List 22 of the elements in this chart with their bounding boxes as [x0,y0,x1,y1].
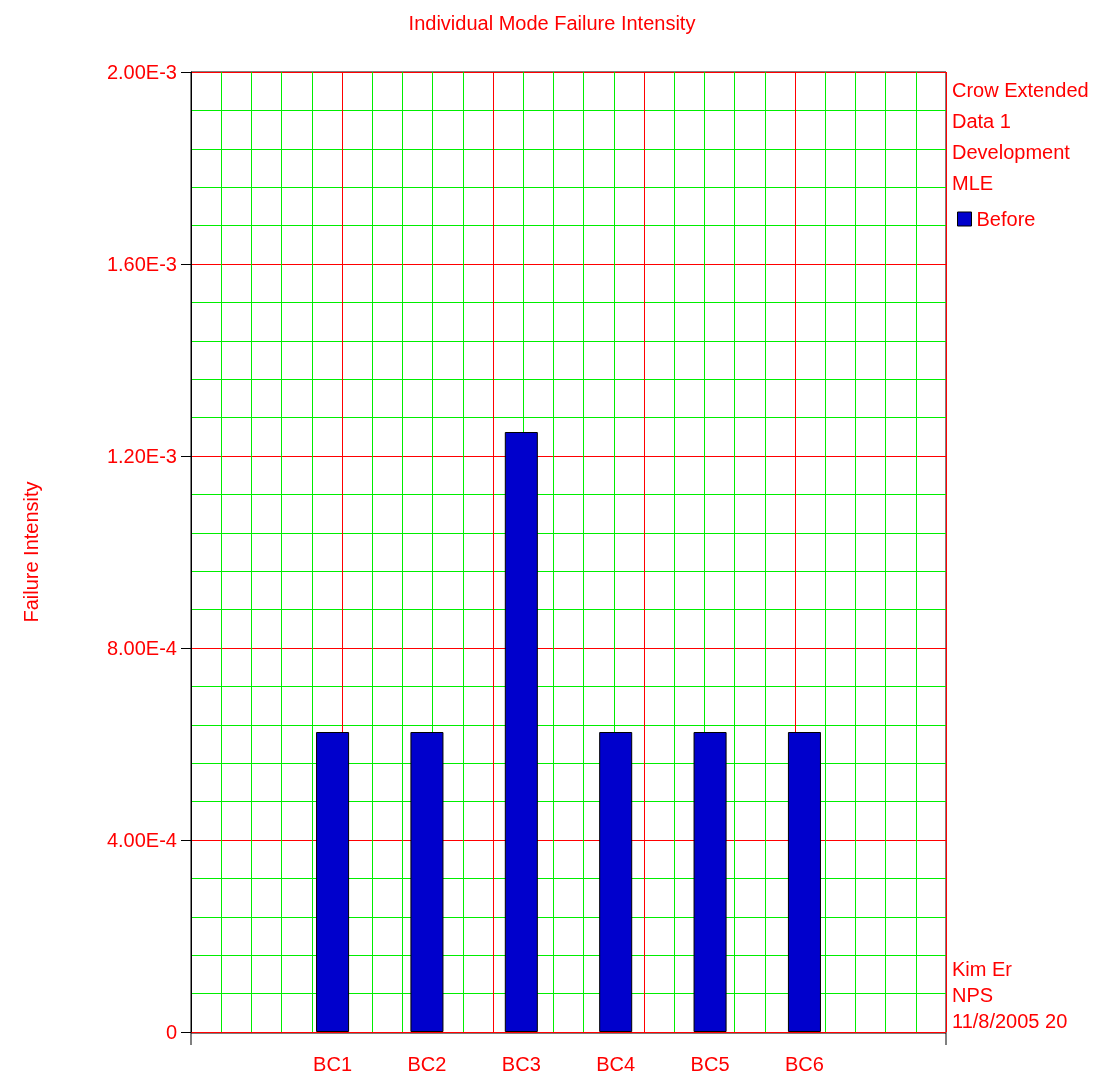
x-tick-label: BC5 [690,1053,730,1075]
y-tick-label: 4.00E-4 [106,829,177,851]
text: Development [952,141,1071,163]
y-tick-label: 8.00E-4 [106,637,177,659]
x-tick-label: BC6 [784,1053,824,1075]
y-tick-label: 1.60E-3 [106,253,177,275]
y-tick-label: 2.00E-3 [106,61,177,83]
y-tick-label: 1.20E-3 [106,445,177,467]
text: Data 1 [952,110,1011,132]
x-tick-label: BC3 [501,1053,541,1075]
text: Kim Er [952,958,1013,980]
legend-label: Before [976,208,1036,230]
chart-title: Individual Mode Failure Intensity [408,12,696,34]
x-tick-label: BC1 [313,1053,353,1075]
y-tick-label: 0 [165,1021,177,1043]
x-tick-label: BC2 [407,1053,447,1075]
text: MLE [952,172,994,194]
x-tick-label: BC4 [596,1053,636,1075]
text: 11/8/2005 20 [952,1010,1068,1032]
y-axis-title: Failure Intensity [20,481,42,623]
text: Crow Extended [952,79,1089,101]
text: NPS [952,984,994,1006]
